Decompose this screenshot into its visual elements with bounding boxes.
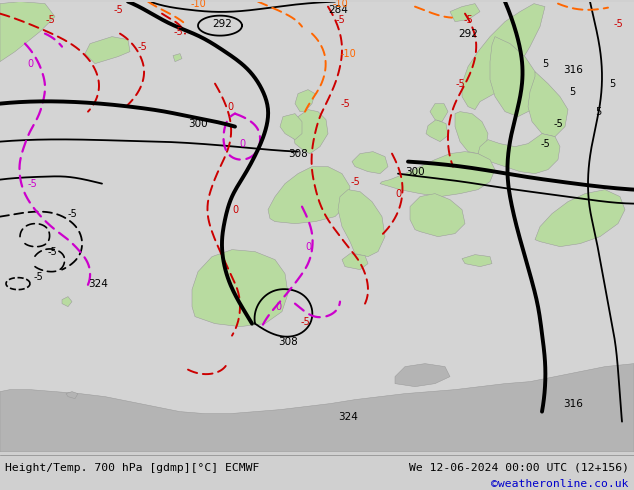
Polygon shape xyxy=(462,255,492,267)
Polygon shape xyxy=(352,151,388,173)
Polygon shape xyxy=(478,134,560,173)
Text: -5: -5 xyxy=(47,246,57,257)
Polygon shape xyxy=(535,190,625,246)
Polygon shape xyxy=(66,392,78,399)
Polygon shape xyxy=(338,190,385,257)
Text: 300: 300 xyxy=(188,119,208,129)
Text: -5: -5 xyxy=(553,119,563,129)
Text: 0: 0 xyxy=(27,59,33,69)
Text: ©weatheronline.co.uk: ©weatheronline.co.uk xyxy=(491,479,629,489)
Text: -5: -5 xyxy=(300,317,310,327)
Text: 316: 316 xyxy=(563,65,583,74)
Polygon shape xyxy=(62,296,72,307)
Text: 0: 0 xyxy=(395,189,401,198)
Polygon shape xyxy=(0,364,634,452)
Text: 324: 324 xyxy=(88,279,108,289)
Polygon shape xyxy=(528,72,568,137)
Polygon shape xyxy=(342,254,368,270)
Text: 0: 0 xyxy=(239,139,245,148)
Polygon shape xyxy=(192,249,288,327)
Text: -5: -5 xyxy=(137,42,147,51)
Text: -5: -5 xyxy=(173,26,183,37)
Text: -5: -5 xyxy=(33,271,43,282)
Text: 308: 308 xyxy=(278,337,298,346)
Text: 5: 5 xyxy=(595,107,601,117)
Text: -5: -5 xyxy=(67,209,77,219)
Text: -5: -5 xyxy=(340,98,350,109)
Polygon shape xyxy=(426,120,448,142)
Polygon shape xyxy=(268,167,350,223)
Polygon shape xyxy=(430,103,448,122)
Text: We 12-06-2024 00:00 UTC (12+156): We 12-06-2024 00:00 UTC (12+156) xyxy=(409,463,629,473)
Text: -10: -10 xyxy=(190,0,206,9)
Polygon shape xyxy=(410,194,465,237)
Text: 0: 0 xyxy=(227,101,233,112)
Polygon shape xyxy=(380,151,495,196)
Text: Height/Temp. 700 hPa [gdmp][°C] ECMWF: Height/Temp. 700 hPa [gdmp][°C] ECMWF xyxy=(5,463,259,473)
Text: 316: 316 xyxy=(563,399,583,409)
Text: 324: 324 xyxy=(338,412,358,421)
Text: 284: 284 xyxy=(328,4,348,15)
Text: 308: 308 xyxy=(288,148,308,159)
Polygon shape xyxy=(455,112,488,154)
Polygon shape xyxy=(280,114,302,140)
Polygon shape xyxy=(450,3,480,22)
Polygon shape xyxy=(85,37,130,64)
Text: 0: 0 xyxy=(275,302,281,312)
Text: -5: -5 xyxy=(45,15,55,24)
Text: -5: -5 xyxy=(613,19,623,28)
Polygon shape xyxy=(0,1,55,62)
Text: 5: 5 xyxy=(569,87,575,97)
Text: 0: 0 xyxy=(232,205,238,215)
Text: 292: 292 xyxy=(212,19,232,28)
Text: 5: 5 xyxy=(542,59,548,69)
Polygon shape xyxy=(173,53,182,62)
Polygon shape xyxy=(292,110,328,154)
Text: -10: -10 xyxy=(340,49,356,59)
Text: -5: -5 xyxy=(335,15,345,24)
Text: -5: -5 xyxy=(350,176,360,187)
Text: 5: 5 xyxy=(609,78,615,89)
Text: -5: -5 xyxy=(540,139,550,148)
Polygon shape xyxy=(295,90,315,112)
Text: 0: 0 xyxy=(305,242,311,252)
Polygon shape xyxy=(490,37,538,117)
Text: -5: -5 xyxy=(113,4,123,15)
Polygon shape xyxy=(462,3,545,110)
Text: -5: -5 xyxy=(463,15,473,24)
Text: -5: -5 xyxy=(455,78,465,89)
Polygon shape xyxy=(395,364,450,387)
Text: -10: -10 xyxy=(332,0,348,9)
Text: 300: 300 xyxy=(405,167,425,176)
Text: 292: 292 xyxy=(458,28,478,39)
Text: -5: -5 xyxy=(27,179,37,189)
